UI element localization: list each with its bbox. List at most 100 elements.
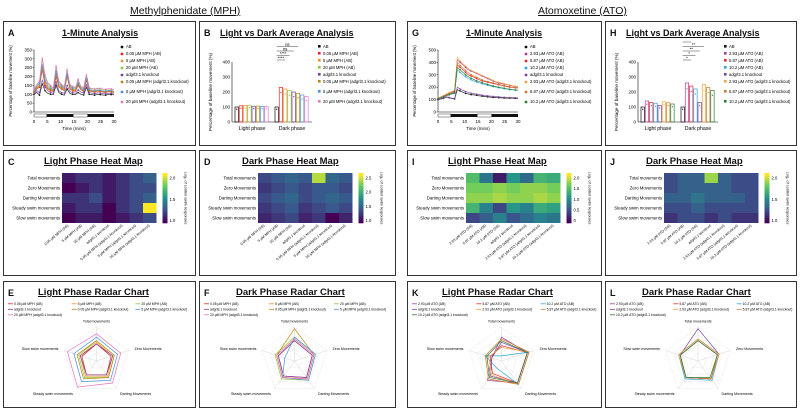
data-point (110, 88, 113, 90)
heatmap-cell (745, 183, 759, 193)
data-point (437, 97, 439, 100)
heatmap-cell (493, 173, 507, 183)
bar-dot (686, 88, 688, 90)
data-point (497, 83, 500, 86)
heatmap-cell (89, 173, 103, 183)
data-point (459, 66, 461, 69)
data-point (71, 93, 74, 96)
radar-series (66, 333, 122, 388)
legend-label: 20 µM MPH (AB) (323, 65, 355, 70)
legend-label: 5 µM MPH (adgrl3.1 knockout) (323, 89, 380, 94)
radar-grid (468, 326, 535, 389)
heatmap-row-label: Darting Movements (219, 196, 256, 201)
bar-dot (694, 93, 697, 95)
bar-dot (682, 108, 684, 110)
mph-section-title: Methylphenidate (MPH) (130, 5, 241, 17)
heatmap-cell (312, 173, 326, 183)
data-point (104, 90, 107, 92)
ato-section-title: Atomoxetine (ATO) (538, 5, 627, 17)
chart-e: 0.05 µM MPH (AB) 5 µM MPH (AB) 20 µM MPH (… (8, 302, 187, 396)
heatmap-row-label: Darting Movements (23, 196, 60, 201)
heatmap-cell (129, 183, 143, 193)
colorbar-label: Log₂ of control swim responses (184, 172, 188, 225)
radar-axis-label: Slow swim movements (220, 347, 257, 351)
radar-grid (63, 326, 130, 389)
colorbar-segment (764, 173, 770, 176)
bar-dot (276, 108, 278, 110)
heatmap-cell (520, 183, 534, 193)
legend-label: AB (530, 44, 536, 49)
data-point (481, 80, 483, 82)
legend-label: 2.93 µM ATO (AB) (616, 302, 643, 306)
data-point (71, 85, 74, 88)
data-point (492, 95, 494, 98)
radar-axis-label: Zero Movements (540, 347, 567, 351)
heatmap-row-label: Total movements (28, 176, 60, 181)
y-tick-label: 250 (24, 65, 32, 70)
bar (291, 91, 296, 123)
data-point (464, 69, 467, 72)
y-tick-label: 350 (24, 48, 32, 53)
y-tick-label: 0 (29, 110, 32, 115)
radar-axis-label: Zero Movements (333, 347, 360, 351)
heatmap-cell (745, 173, 759, 183)
heatmap-cell (62, 193, 76, 203)
chart-c: Total movements Zero Movements Darting Mov… (12, 172, 188, 262)
heatmap-cell (62, 213, 76, 223)
data-point (514, 96, 517, 99)
colorbar-segment (358, 178, 364, 181)
heatmap-cell (547, 173, 561, 183)
legend-label: 0.05 µM MPH (AB) (126, 51, 162, 56)
significance-label: **** (280, 51, 287, 56)
bar (300, 94, 305, 123)
heatmap-cell (704, 193, 718, 203)
heatmap-cell (718, 193, 732, 203)
colorbar-segment (566, 198, 572, 201)
legend-marker (318, 100, 321, 103)
bar (238, 105, 244, 123)
panel-letter: C (8, 157, 15, 167)
heatmap-cell (718, 213, 732, 223)
x-tick-label: 0 (437, 119, 440, 124)
data-point (470, 92, 472, 94)
panel-c: C Light Phase Heat Map Total movements Ze… (3, 150, 196, 276)
panel-title: 1-Minute Analysis (62, 28, 139, 38)
heatmap-cell (339, 173, 353, 183)
bar (644, 100, 650, 123)
colorbar-tick-label: 2.0 (574, 176, 580, 181)
legend-label: 2.93 µM ATO (adgrl3.1 knockout) (729, 79, 791, 84)
colorbar-segment (764, 218, 770, 221)
panel-title: Dark Phase Radar Chart (642, 287, 751, 298)
data-point (459, 71, 461, 74)
bar (283, 88, 288, 123)
heatmap-row-label: Darting Movements (625, 196, 662, 201)
colorbar-segment (358, 188, 364, 191)
colorbar-segment (162, 213, 168, 216)
colorbar-segment (764, 185, 770, 189)
radar-axis-label: Darting Movements (318, 392, 349, 396)
legend-marker (524, 80, 528, 84)
y-tick-label: 500 (428, 48, 436, 53)
bar (304, 96, 309, 123)
colorbar-segment (566, 210, 572, 214)
heatmap-row-label: Darting Movements (427, 196, 464, 201)
bar-dot (257, 107, 259, 110)
colorbar-segment (358, 213, 364, 216)
data-point (82, 88, 85, 91)
data-point (49, 87, 52, 89)
data-point (464, 74, 467, 76)
significance-label: ns (283, 46, 287, 51)
radar-grid (681, 343, 715, 376)
heatmap-cell (298, 173, 312, 183)
colorbar-segment (162, 200, 168, 204)
panel-h: H Light vs Dark Average Analysis Percent… (605, 21, 797, 146)
heatmap-cell (102, 173, 116, 183)
bar (680, 106, 685, 123)
colorbar-segment (162, 193, 168, 196)
y-tick-label: 100 (628, 105, 636, 110)
data-point (442, 97, 445, 99)
heatmap-cell (520, 173, 534, 183)
category-label: Dark phase (685, 126, 712, 132)
data-point (464, 75, 467, 78)
legend-label: 5 µM MPH (adgrl3.1 knockout) (141, 308, 187, 312)
